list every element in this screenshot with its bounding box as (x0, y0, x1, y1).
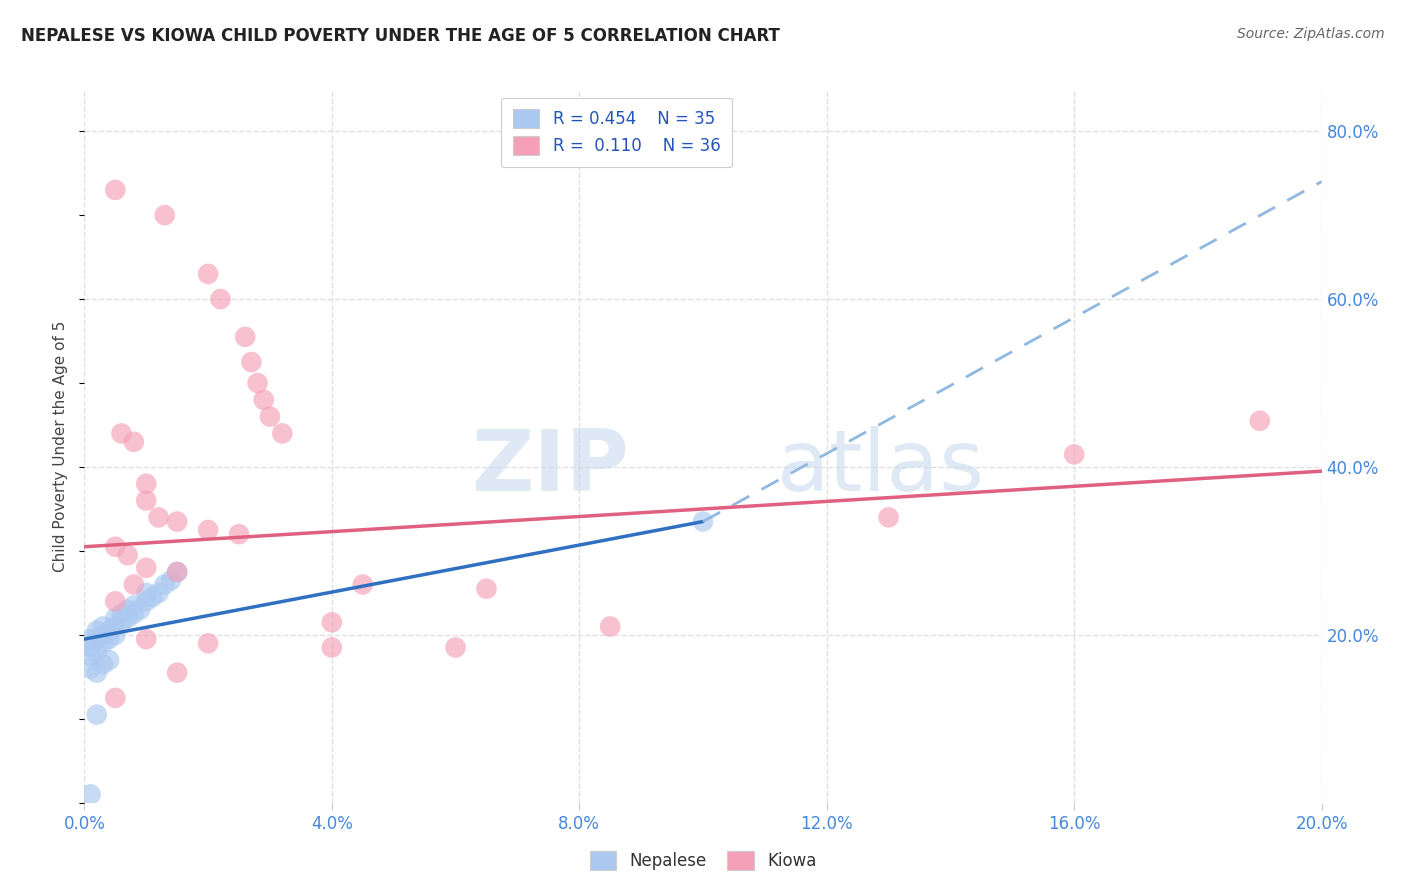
Point (1063, 447, 1085, 461)
Point (148, 586, 170, 600)
Point (135, 493, 157, 508)
Point (135, 476, 157, 491)
Point (79, 788, 101, 802)
Point (79, 661, 101, 675)
Point (166, 515, 188, 529)
Point (135, 560, 157, 574)
Point (197, 636, 219, 650)
Point (233, 330, 256, 344)
Point (475, 582, 498, 596)
Point (122, 577, 145, 591)
Point (79, 640, 101, 655)
Point (129, 603, 152, 617)
Point (117, 611, 139, 625)
Point (160, 574, 183, 588)
Point (166, 565, 188, 579)
Point (91, 636, 114, 650)
Point (104, 628, 127, 642)
Point (91, 619, 114, 633)
Point (153, 577, 176, 591)
Point (104, 540, 127, 554)
Point (79, 648, 101, 663)
Point (148, 510, 170, 524)
Point (122, 599, 145, 613)
Point (117, 603, 139, 617)
Point (228, 527, 250, 541)
Point (692, 515, 714, 529)
Point (877, 510, 900, 524)
Point (240, 355, 263, 369)
Point (104, 611, 127, 625)
Point (79, 632, 101, 646)
Point (86, 632, 108, 646)
Point (271, 426, 294, 441)
Y-axis label: Child Poverty Under the Age of 5: Child Poverty Under the Age of 5 (53, 320, 69, 572)
Point (141, 590, 163, 604)
Text: atlas: atlas (778, 425, 986, 509)
Point (86, 624, 108, 638)
Point (321, 640, 343, 655)
Point (153, 208, 176, 222)
Point (86, 707, 108, 722)
Point (166, 565, 188, 579)
Point (104, 690, 127, 705)
Point (98, 632, 121, 646)
Text: NEPALESE VS KIOWA CHILD POVERTY UNDER THE AGE OF 5 CORRELATION CHART: NEPALESE VS KIOWA CHILD POVERTY UNDER TH… (21, 27, 780, 45)
Point (122, 607, 145, 621)
Point (104, 594, 127, 608)
Point (599, 619, 621, 633)
Point (444, 640, 467, 655)
Point (135, 594, 157, 608)
Point (86, 645, 108, 659)
Point (91, 628, 114, 642)
Point (122, 434, 145, 449)
Point (135, 586, 157, 600)
Point (209, 292, 232, 306)
Point (104, 619, 127, 633)
Point (352, 577, 374, 591)
Point (98, 653, 121, 667)
Point (110, 426, 132, 441)
Point (253, 392, 276, 407)
Point (197, 523, 219, 537)
Point (135, 632, 157, 646)
Point (104, 183, 127, 197)
Point (117, 548, 139, 562)
Point (321, 615, 343, 630)
Text: Source: ZipAtlas.com: Source: ZipAtlas.com (1237, 27, 1385, 41)
Point (259, 409, 281, 424)
Point (110, 615, 132, 630)
Point (166, 665, 188, 680)
Text: ZIP: ZIP (471, 425, 628, 509)
Point (110, 607, 132, 621)
Point (86, 665, 108, 680)
Legend: Nepalese, Kiowa: Nepalese, Kiowa (583, 844, 823, 877)
Point (98, 624, 121, 638)
Point (197, 267, 219, 281)
Point (246, 376, 269, 390)
Point (1249, 414, 1271, 428)
Point (91, 657, 114, 672)
